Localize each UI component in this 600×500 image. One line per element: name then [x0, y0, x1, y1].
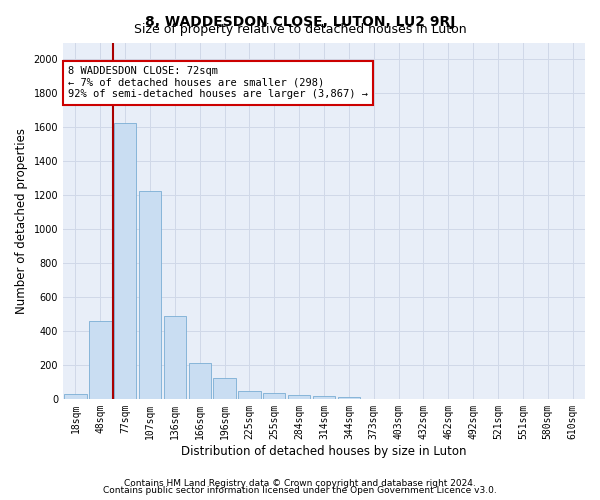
Text: 8, WADDESDON CLOSE, LUTON, LU2 9RJ: 8, WADDESDON CLOSE, LUTON, LU2 9RJ	[145, 15, 455, 29]
Bar	[338, 397, 360, 399]
Text: Size of property relative to detached houses in Luton: Size of property relative to detached ho…	[134, 22, 466, 36]
Text: Contains HM Land Registry data © Crown copyright and database right 2024.: Contains HM Land Registry data © Crown c…	[124, 478, 476, 488]
Bar	[89, 321, 112, 399]
Y-axis label: Number of detached properties: Number of detached properties	[15, 128, 28, 314]
Bar	[238, 391, 260, 399]
Bar	[164, 316, 186, 399]
X-axis label: Distribution of detached houses by size in Luton: Distribution of detached houses by size …	[181, 444, 467, 458]
Bar	[114, 123, 136, 399]
Bar	[288, 394, 310, 399]
Bar	[64, 394, 86, 399]
Bar	[263, 393, 286, 399]
Text: Contains public sector information licensed under the Open Government Licence v3: Contains public sector information licen…	[103, 486, 497, 495]
Bar	[313, 396, 335, 399]
Bar	[214, 378, 236, 399]
Bar	[139, 191, 161, 399]
Text: 8 WADDESDON CLOSE: 72sqm
← 7% of detached houses are smaller (298)
92% of semi-d: 8 WADDESDON CLOSE: 72sqm ← 7% of detache…	[68, 66, 368, 100]
Bar	[188, 363, 211, 399]
